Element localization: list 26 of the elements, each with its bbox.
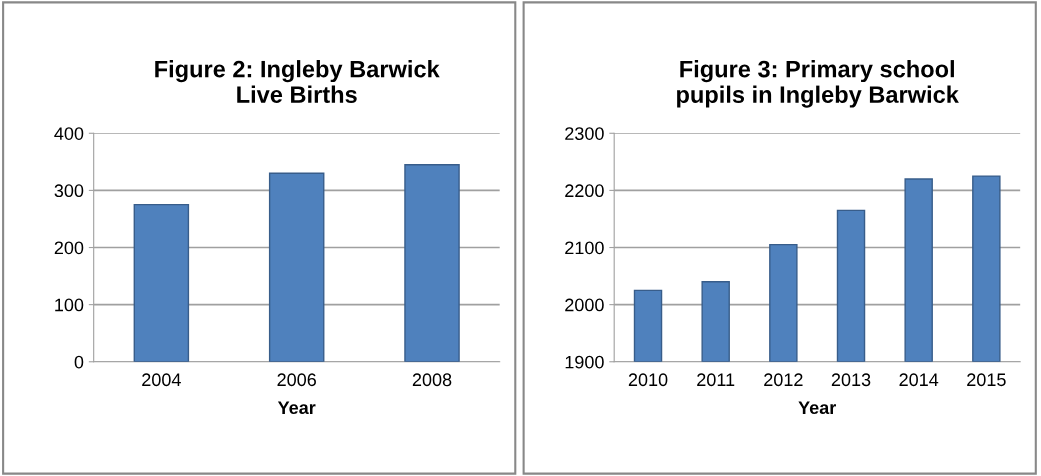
chart-title: Figure 3: Primary school pupils in Ingleby Barwick xyxy=(677,60,959,108)
y-tick-label: 400 xyxy=(54,127,84,140)
x-axis-title: Year xyxy=(277,401,316,415)
x-tick-label: 2008 xyxy=(412,373,452,387)
x-tick-label: 2014 xyxy=(899,373,939,387)
x-tick-label: 2004 xyxy=(142,373,181,387)
x-axis-title: Year xyxy=(798,401,836,415)
chart-title: Figure 2: Ingleby Barwick Live Births xyxy=(155,60,440,103)
bar xyxy=(133,203,190,362)
y-tick-label: 100 xyxy=(55,298,84,312)
y-tick-label: 2200 xyxy=(565,184,604,198)
y-tick-label: 1900 xyxy=(565,355,604,369)
bar xyxy=(404,164,460,362)
x-tick-label: 2015 xyxy=(967,373,1006,387)
x-tick-label: 2011 xyxy=(697,373,735,387)
y-tick-label: 200 xyxy=(54,241,84,255)
y-tick-label: 2100 xyxy=(565,241,604,255)
y-tick-label: 300 xyxy=(54,184,84,198)
x-tick-label: 2013 xyxy=(831,373,871,387)
x-tick-label: 2010 xyxy=(628,373,668,387)
y-tick-label: 2000 xyxy=(565,298,604,312)
bar xyxy=(268,172,325,362)
y-tick-label: 0 xyxy=(74,355,84,369)
y-tick-label: 2300 xyxy=(565,127,604,140)
x-tick-label: 2006 xyxy=(277,373,316,387)
x-tick-label: 2012 xyxy=(764,373,803,387)
